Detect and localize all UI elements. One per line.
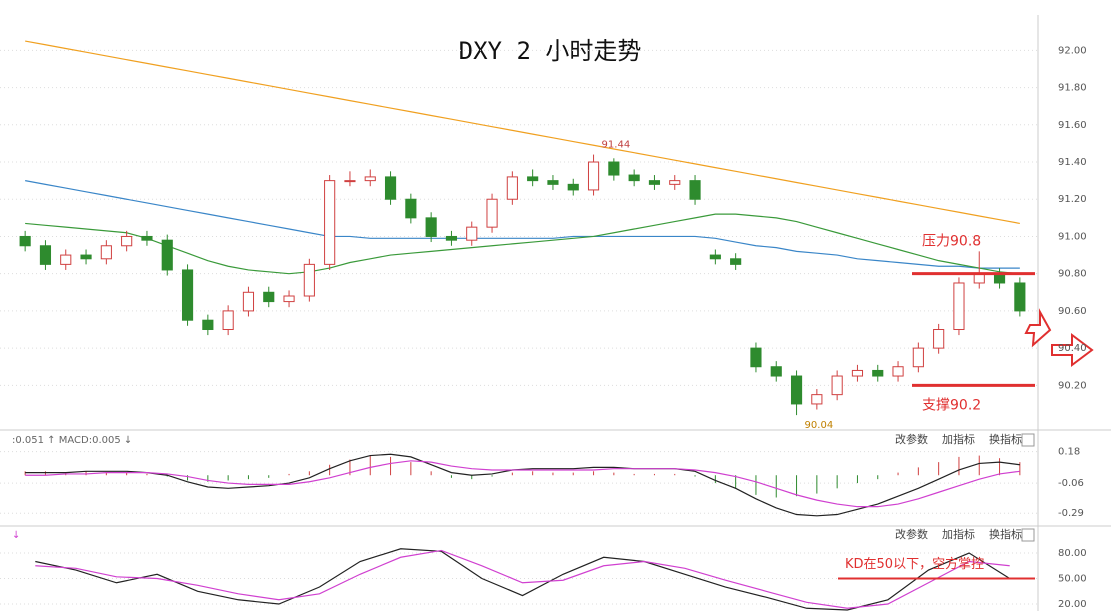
- y-tick-label: 50.00: [1058, 574, 1087, 585]
- extreme-label: 90.04: [805, 420, 834, 431]
- y-tick-label: 20.00: [1058, 599, 1087, 610]
- candle-body: [648, 180, 661, 185]
- level-label: 压力90.8: [922, 234, 981, 250]
- close-button[interactable]: [1021, 433, 1035, 447]
- candle-body: [608, 161, 620, 176]
- candle-body: [587, 161, 600, 191]
- y-tick-label: 91.20: [1058, 194, 1087, 205]
- candle-body: [364, 176, 376, 182]
- candle-body: [384, 176, 397, 200]
- candle-body: [466, 226, 478, 241]
- candle-body: [19, 235, 31, 247]
- candle-body: [486, 198, 498, 228]
- macd-header: :0.051 ↑ MACD:0.005 ↓: [12, 435, 132, 446]
- ma-line: [25, 40, 1020, 225]
- y-tick-label: 90.20: [1058, 380, 1087, 391]
- kd-header: ↓: [12, 530, 20, 541]
- y-tick-label: 91.00: [1058, 231, 1087, 242]
- arrow-down: [1024, 308, 1052, 348]
- y-tick-label: 80.00: [1058, 548, 1087, 559]
- kd-line: [35, 549, 1010, 609]
- candle-body: [730, 258, 742, 265]
- candle-body: [80, 254, 92, 260]
- y-tick-label: 0.18: [1058, 447, 1080, 458]
- candle-body: [872, 369, 884, 377]
- candle-body: [425, 217, 437, 237]
- y-tick-label: 92.00: [1058, 45, 1087, 56]
- candle-body: [709, 254, 721, 260]
- y-tick-label: 91.40: [1058, 157, 1087, 168]
- candle-body: [181, 269, 194, 321]
- y-tick-label: 90.80: [1058, 269, 1087, 280]
- candle-body: [506, 176, 518, 200]
- y-tick-label: 90.40: [1058, 343, 1087, 354]
- candle-body: [344, 180, 356, 183]
- y-tick-label: 90.60: [1058, 306, 1087, 317]
- candle-body: [527, 176, 539, 182]
- arrow-right: [1051, 333, 1094, 367]
- candle-body: [892, 366, 904, 377]
- candle-body: [100, 245, 112, 260]
- candle-body: [303, 263, 315, 297]
- candle-body: [831, 375, 843, 396]
- indicator-button[interactable]: 加指标: [942, 432, 975, 446]
- level-label: 支撑90.2: [922, 397, 981, 413]
- indicator-button[interactable]: 加指标: [942, 527, 975, 541]
- candle-body: [1014, 282, 1026, 312]
- candle-body: [689, 180, 701, 200]
- candle-body: [141, 235, 153, 241]
- close-button[interactable]: [1021, 528, 1035, 542]
- level-label: KD在50以下，空方掌控: [845, 556, 984, 572]
- indicator-button[interactable]: 换指标: [989, 527, 1022, 541]
- ma-line: [25, 180, 1020, 269]
- kd-line: [35, 548, 1011, 611]
- macd-line: [25, 453, 1020, 517]
- candle-body: [222, 310, 234, 331]
- indicator-button[interactable]: 改参数: [895, 432, 928, 446]
- y-tick-label: 91.60: [1058, 120, 1087, 131]
- y-tick-label: 91.80: [1058, 83, 1087, 94]
- indicator-button[interactable]: 改参数: [895, 527, 928, 541]
- candle-body: [39, 245, 52, 265]
- y-tick-label: -0.06: [1058, 478, 1084, 489]
- candle-body: [263, 291, 275, 303]
- candle-body: [953, 282, 965, 331]
- indicator-button[interactable]: 换指标: [989, 432, 1022, 446]
- extreme-label: 91.44: [602, 140, 631, 151]
- candle-body: [283, 295, 295, 303]
- chart-title: DXY 2 小时走势: [459, 37, 642, 65]
- y-tick-label: -0.29: [1058, 508, 1084, 519]
- candle-body: [161, 239, 173, 271]
- candle-body: [933, 329, 945, 349]
- plot-area: [19, 40, 1026, 416]
- candle-body: [405, 198, 417, 219]
- candle-body: [324, 180, 336, 265]
- candle-body: [60, 254, 72, 265]
- candle-body: [547, 180, 559, 185]
- candle-body: [445, 235, 458, 241]
- candle-body: [790, 375, 803, 405]
- candle-body: [912, 347, 924, 368]
- candle-body: [628, 174, 640, 182]
- candle-body: [750, 347, 762, 368]
- candle-body: [811, 394, 823, 405]
- macd-line: [25, 460, 1020, 508]
- candle-body: [567, 183, 579, 191]
- candle-body: [770, 366, 782, 377]
- candle-body: [851, 369, 864, 377]
- plot-area: [35, 548, 1011, 611]
- candle-body: [202, 319, 214, 331]
- candle-body: [669, 180, 681, 185]
- ma-line: [25, 213, 1020, 275]
- candle-body: [121, 235, 133, 247]
- plot-area: [24, 453, 1021, 517]
- candle-body: [242, 291, 255, 312]
